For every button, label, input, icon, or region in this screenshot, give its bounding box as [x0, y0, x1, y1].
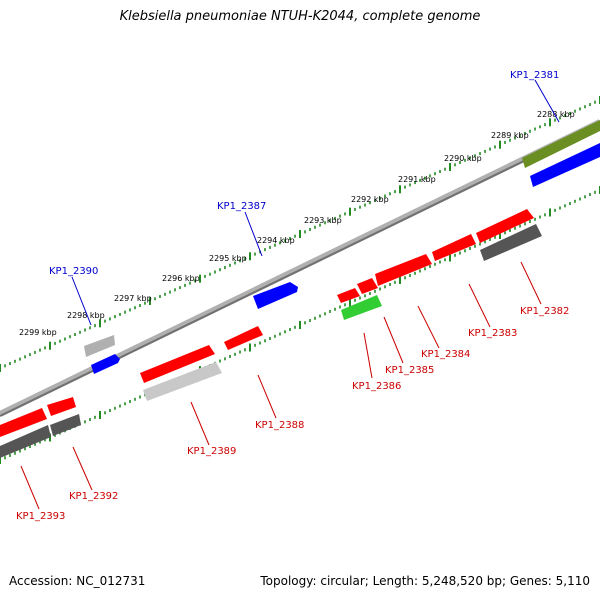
gene-kp1-2390[interactable] — [91, 354, 120, 374]
genome-summary-text: Topology: circular; Length: 5,248,520 bp… — [260, 574, 590, 588]
kbp-label: 2299 kbp — [19, 328, 57, 337]
gene-kp1-2383[interactable] — [432, 234, 476, 261]
kbp-label: 2290 kbp — [444, 154, 482, 163]
kbp-label: 2292 kbp — [351, 195, 389, 204]
gene-kp1-2385b[interactable] — [337, 288, 360, 303]
kbp-label: 2293 kbp — [304, 216, 342, 225]
leader-line — [363, 332, 373, 379]
gene-kp1-2393[interactable] — [0, 408, 47, 437]
gene-label[interactable]: KP1_2387 — [217, 201, 266, 212]
gene-label[interactable]: KP1_2384 — [421, 349, 470, 360]
gene-kp1-2384[interactable] — [375, 254, 432, 286]
gene-kp1-2388[interactable] — [224, 326, 263, 350]
kbp-label: 2289 kbp — [491, 131, 529, 140]
leader-line — [383, 316, 404, 364]
gene-kp1-2381[interactable] — [530, 143, 600, 187]
leader-line — [417, 305, 440, 349]
gene-kp1-2387[interactable] — [253, 282, 298, 309]
leader-line — [257, 374, 277, 419]
gene-label[interactable]: KP1_2385 — [385, 365, 434, 376]
accession-text: Accession: NC_012731 — [9, 574, 146, 588]
kbp-label: 2295 kbp — [209, 254, 247, 263]
gene-label[interactable]: KP1_2390 — [49, 266, 98, 277]
leader-line — [468, 283, 491, 328]
gene-kp1-2392[interactable] — [47, 397, 76, 416]
gene-kp1-2382-upper[interactable] — [476, 209, 534, 243]
gene-kp1-2389[interactable] — [140, 345, 215, 383]
kbp-label: 2298 kbp — [67, 311, 105, 320]
gene-label[interactable]: KP1_2388 — [255, 420, 304, 431]
kbp-label: 2291 kbp — [398, 175, 436, 184]
gene-kp1-2382[interactable] — [480, 224, 542, 261]
forward-gene-kp1-2381-group — [522, 120, 600, 187]
leader-line — [20, 465, 40, 510]
gene-label[interactable]: KP1_2392 — [69, 491, 118, 502]
gene-label[interactable]: KP1_2382 — [520, 306, 569, 317]
leader-line — [534, 79, 560, 123]
gene-kp1-2386[interactable] — [341, 295, 382, 320]
gene-kp1-2392-product[interactable] — [50, 414, 81, 436]
kbp-label: 2288 kbp — [537, 110, 575, 119]
forward-tick-track — [0, 96, 600, 372]
leader-line — [190, 401, 210, 446]
reverse-tick-track — [0, 186, 600, 464]
kbp-label: 2296 kbp — [162, 274, 200, 283]
gene-kp1-2391-pseudo[interactable] — [84, 335, 115, 357]
gene-label[interactable]: KP1_2389 — [187, 446, 236, 457]
gene-label[interactable]: KP1_2393 — [16, 511, 65, 522]
gene-label[interactable]: KP1_2386 — [352, 381, 401, 392]
gene-kp1-2393-product[interactable] — [0, 425, 51, 458]
leader-line — [72, 446, 93, 491]
gene-kp1-2385[interactable] — [357, 278, 378, 294]
gene-kp1-2381-product[interactable] — [522, 120, 600, 168]
leader-line — [520, 261, 542, 305]
gene-kp1-2389-product[interactable] — [143, 362, 222, 401]
leader-line — [244, 211, 263, 257]
kbp-label: 2297 kbp — [114, 294, 152, 303]
map-title: Klebsiella pneumoniae NTUH-K2044, comple… — [119, 9, 481, 24]
gene-label[interactable]: KP1_2381 — [510, 70, 559, 81]
leader-line — [71, 276, 92, 326]
kbp-label: 2294 kbp — [257, 236, 295, 245]
gene-label[interactable]: KP1_2383 — [468, 328, 517, 339]
